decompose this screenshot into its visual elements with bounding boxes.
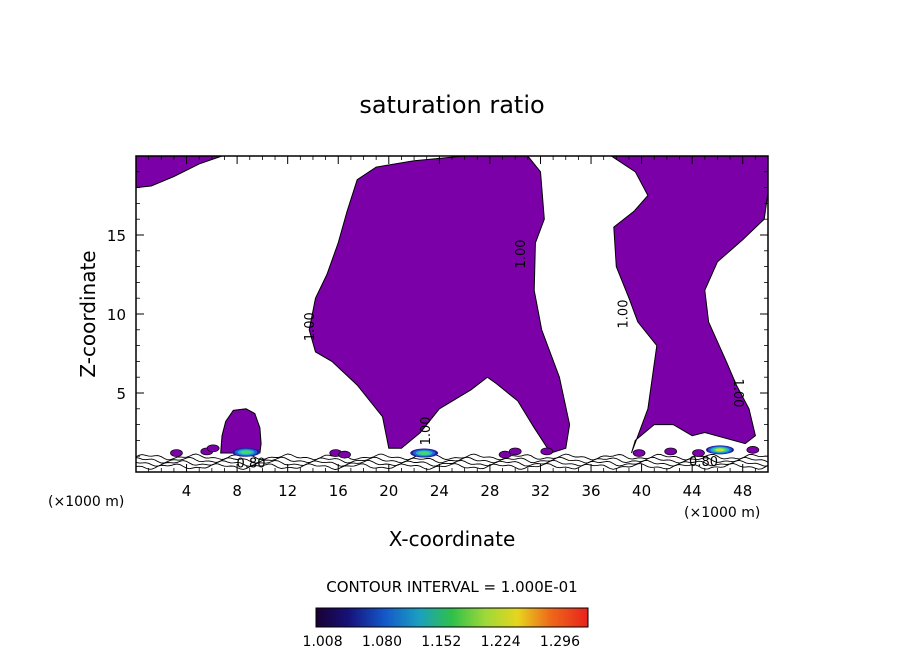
x-tick-label: 44 [683,482,702,500]
saturation-regions [136,156,768,454]
surface-contour-line [136,463,768,470]
hotspot-2-band-4 [715,448,725,452]
x-tick-label: 12 [278,482,297,500]
contour-label-1: 1.00 [514,239,529,268]
x-tick-label: 48 [733,482,752,500]
hotspot-0-band-3 [240,450,252,455]
surface-cell [338,450,351,459]
surface-cell [498,450,512,459]
y-axis-label: Z-coordinate [76,250,100,377]
contour-label-3: 1.00 [419,416,434,445]
hotspot-1-band-3 [418,451,430,455]
x-tick-label: 28 [480,482,499,500]
colorbar-tick-label: 1.080 [362,634,402,650]
surface-cell [206,444,220,453]
x-unit-left: (×1000 m) [48,494,124,510]
colorbar-tick-label: 1.296 [540,634,580,650]
x-unit-right: (×1000 m) [684,505,760,521]
colorbar-ticks: 1.008 1.080 1.152 1.224 1.296 [303,634,581,650]
x-tick-label: 40 [632,482,651,500]
supersaturation-hotspots [231,445,734,458]
x-tick-label: 24 [430,482,449,500]
surface-contour-line [136,456,768,464]
x-tick-label: 8 [232,482,242,500]
contour-label-6: 0.80 [689,455,718,470]
near-surface-contours [136,444,768,470]
colorbar-tick-label: 1.224 [481,634,521,650]
x-tick-label: 32 [531,482,550,500]
surface-cell [170,449,183,457]
surface-cell [540,447,554,456]
surface-cell [692,449,705,457]
surface-cell [508,447,522,456]
x-tick-label: 20 [379,482,398,500]
contour-label-4: 1.00 [730,379,745,408]
chart-title: saturation ratio [359,91,544,119]
contour-interval-note: CONTOUR INTERVAL = 1.000E-01 [326,578,577,596]
surface-cell [664,447,678,456]
colorbar [315,607,589,628]
contour-label-5: 0.80 [237,457,266,472]
surface-contour-line [136,459,768,467]
x-tick-label: 16 [329,482,348,500]
contour-label-0: 1.00 [303,312,318,341]
colorbar-tick-label: 1.152 [421,634,461,650]
x-tick-label: 4 [182,482,192,500]
region-small-blob [220,408,262,454]
contour-label-2: 1.00 [616,300,631,329]
y-tick-label: 5 [116,385,126,403]
y-tick-label: 15 [107,227,126,245]
x-axis-label: X-coordinate [389,527,516,551]
region-top-left [136,156,223,189]
contour-labels: 1.00 1.00 1.00 1.00 1.00 0.80 0.80 [237,239,746,471]
y-tick-label: 10 [107,306,126,324]
region-central-column [308,156,571,454]
surface-cell [632,449,646,457]
x-tick-label: 36 [581,482,600,500]
region-right-column [610,156,768,454]
colorbar-tick-label: 1.008 [303,634,343,650]
surface-cell [746,446,760,454]
